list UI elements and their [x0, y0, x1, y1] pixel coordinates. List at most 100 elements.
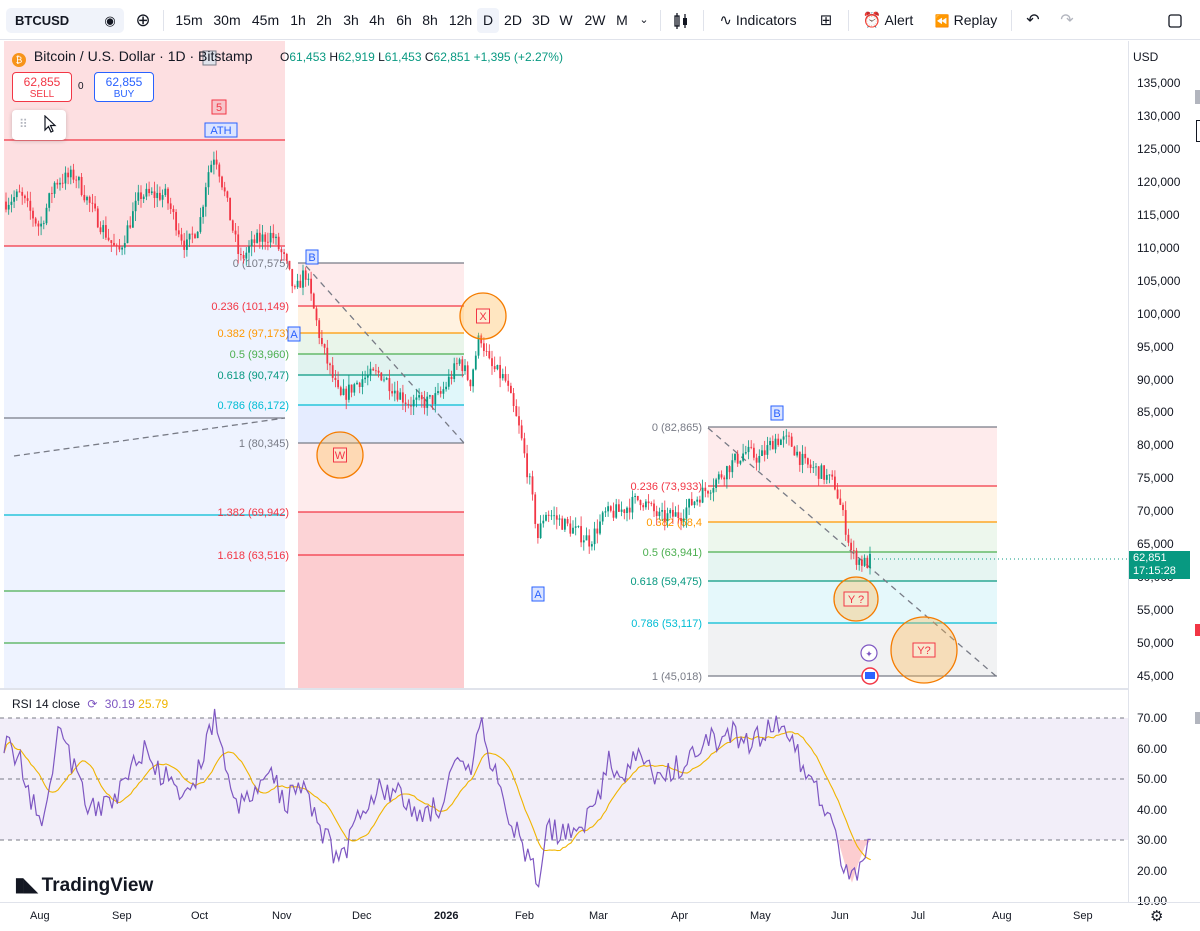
redo-icon[interactable]: ↷: [1060, 12, 1074, 29]
rsi-legend[interactable]: RSI 14 close ⟳ 30.19 25.79: [12, 697, 168, 711]
buy-button[interactable]: 62,855 BUY: [94, 72, 154, 102]
wave-top-marker-box[interactable]: [202, 50, 217, 66]
event-icon[interactable]: [860, 644, 878, 662]
wave-b2-label-box[interactable]: [770, 405, 784, 421]
rsi-tick: 70.00: [1137, 711, 1168, 725]
layouts-grid-icon[interactable]: ⊞: [819, 12, 833, 29]
interval-d[interactable]: D: [477, 8, 499, 33]
fullscreen-icon[interactable]: [1164, 8, 1186, 33]
wave-a1-label-box[interactable]: [287, 326, 301, 342]
fib1-zone: [298, 333, 464, 354]
candle: [863, 557, 866, 566]
wave-x-label-circle[interactable]: [459, 292, 507, 340]
fib2-trend-line[interactable]: [707, 427, 998, 678]
range-zone-box[interactable]: [4, 246, 285, 688]
replay-button[interactable]: ⏪ Replay: [930, 8, 1002, 33]
settings-gear-icon[interactable]: ⚙: [1150, 908, 1164, 925]
interval-2w[interactable]: 2W: [584, 12, 606, 28]
interval-6h[interactable]: 6h: [396, 12, 412, 28]
candle: [250, 239, 253, 247]
axis-side-tab[interactable]: [1195, 712, 1200, 724]
interval-12h[interactable]: 12h: [448, 12, 473, 28]
wave-y2-label-circle[interactable]: [890, 616, 958, 684]
candle: [785, 435, 788, 437]
rsi-tick: 40.00: [1137, 802, 1168, 817]
toolbar-divider: [848, 10, 849, 31]
candle: [726, 466, 728, 480]
wave-b1-label: B: [308, 252, 315, 264]
fib1-level-label: 1.618 (63,516): [217, 550, 289, 562]
interval-2h[interactable]: 2h: [316, 12, 332, 28]
symbol-search-button[interactable]: BTCUSD: [6, 8, 124, 33]
interval-15m[interactable]: 15m: [175, 12, 203, 28]
candle: [520, 425, 523, 439]
candle: [739, 460, 742, 464]
pane-separator[interactable]: [0, 688, 1128, 690]
axis-side-tab[interactable]: [1195, 624, 1200, 636]
interval-4h[interactable]: 4h: [369, 12, 385, 28]
price-chart[interactable]: 0 (107,575) 0.236 (101,149) 0.382 (97,173)…: [0, 41, 1128, 689]
candle: [294, 286, 296, 288]
candle: [591, 544, 593, 547]
axis-side-tab[interactable]: [1195, 90, 1200, 104]
drawing-toolbar-floating[interactable]: ⠿: [12, 110, 66, 140]
candle: [461, 359, 464, 372]
candle: [547, 514, 550, 516]
add-symbol-icon[interactable]: ⊕: [135, 10, 151, 30]
chart-legend-title[interactable]: ₿ Bitcoin / U.S. Dollar · 1D · Bitstamp: [12, 48, 253, 67]
undo-icon[interactable]: ↶: [1026, 12, 1040, 29]
candle: [755, 457, 758, 463]
drag-handle-icon[interactable]: ⠿: [19, 117, 28, 131]
interval-2d[interactable]: 2D: [504, 12, 522, 28]
interval-1h[interactable]: 1h: [290, 12, 306, 28]
compare-eye-icon[interactable]: ◉: [104, 13, 116, 28]
candle: [423, 399, 426, 408]
trend-line[interactable]: [13, 417, 286, 457]
interval-45m[interactable]: 45m: [251, 12, 280, 28]
candle: [558, 518, 561, 520]
candle: [777, 438, 780, 445]
fib1-level-label: 0.382 (97,173): [217, 328, 289, 340]
wave-5-label-box[interactable]: [211, 99, 227, 115]
cursor-arrow-icon[interactable]: [43, 114, 57, 138]
candle: [272, 232, 275, 239]
toolbar-divider: [163, 10, 164, 31]
candle: [474, 355, 477, 370]
candle: [690, 498, 693, 506]
candle: [485, 350, 488, 352]
interval-3h[interactable]: 3h: [343, 12, 359, 28]
interval-m[interactable]: M: [616, 12, 628, 28]
wave-w-label-circle[interactable]: [316, 431, 364, 479]
ath-label-box[interactable]: [204, 122, 238, 138]
candle: [196, 231, 199, 239]
candle: [426, 396, 429, 408]
wave-a2-label-box[interactable]: [531, 586, 545, 602]
chevron-down-icon[interactable]: ⌄: [639, 14, 649, 26]
candle: [275, 236, 277, 239]
wave-y1-label-circle[interactable]: [833, 576, 879, 622]
interval-3d[interactable]: 3D: [532, 12, 550, 28]
candle: [407, 404, 410, 406]
indicators-button[interactable]: ∿ Indicators: [712, 8, 804, 33]
wave-b1-label-box[interactable]: [305, 249, 319, 265]
candles-icon[interactable]: [670, 8, 692, 33]
candle: [318, 320, 321, 339]
interval-30m[interactable]: 30m: [213, 12, 241, 28]
candle: [215, 159, 218, 165]
currency-label[interactable]: USD: [1133, 50, 1159, 64]
candle: [701, 487, 704, 503]
axis-side-tab[interactable]: [1196, 120, 1200, 142]
rsi-line: [3, 708, 871, 889]
time-axis[interactable]: Aug Sep Oct Nov Dec 2026 Feb Mar Apr May Jun Jul Aug…: [0, 902, 1200, 931]
alert-button[interactable]: ⏰ Alert: [857, 8, 919, 33]
sell-label: SELL: [29, 89, 55, 100]
rsi-pane[interactable]: [0, 690, 1128, 902]
sell-button[interactable]: 62,855 SELL: [12, 72, 72, 102]
interval-8h[interactable]: 8h: [422, 12, 438, 28]
candle: [658, 511, 661, 517]
price-axis[interactable]: USD 135,000 130,000 125,000 120,000 115,000 1…: [1128, 41, 1200, 908]
tradingview-logo[interactable]: ▮◣ TradingView: [14, 872, 153, 897]
wave-w-label-box: [333, 447, 347, 463]
interval-w[interactable]: W: [559, 12, 573, 28]
candle: [129, 225, 132, 228]
